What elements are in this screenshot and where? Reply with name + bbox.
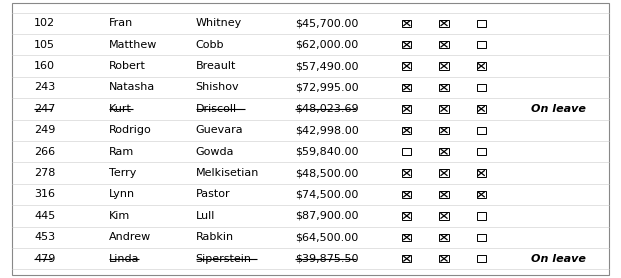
Bar [439,169,449,177]
Bar [476,19,486,27]
Text: Whitney: Whitney [196,18,242,28]
Bar [476,84,486,91]
Bar [476,255,486,262]
Text: Lull: Lull [196,211,215,221]
Text: $45,700.00: $45,700.00 [295,18,358,28]
Text: Fran: Fran [109,18,133,28]
Text: 249: 249 [34,125,55,135]
Text: On leave: On leave [531,254,586,264]
Bar [439,191,449,198]
Text: Guevara: Guevara [196,125,243,135]
Text: On leave: On leave [531,104,586,114]
Bar [402,19,412,27]
Text: 243: 243 [34,83,55,92]
Text: Kim: Kim [109,211,130,221]
Bar [402,169,412,177]
Bar [402,41,412,48]
Bar [439,126,449,134]
Text: 479: 479 [34,254,55,264]
Text: $72,995.00: $72,995.00 [295,83,358,92]
Bar [402,212,412,220]
Text: $48,500.00: $48,500.00 [295,168,358,178]
Text: Andrew: Andrew [109,232,151,242]
Text: Rabkin: Rabkin [196,232,233,242]
Text: Gowda: Gowda [196,147,234,157]
Bar [402,148,412,155]
Text: 160: 160 [34,61,55,71]
Bar [402,234,412,241]
Bar [476,41,486,48]
Bar [439,41,449,48]
Bar [476,234,486,241]
Bar [402,255,412,262]
Text: 102: 102 [34,18,55,28]
Text: Lynn: Lynn [109,190,135,199]
Text: Matthew: Matthew [109,40,157,49]
Bar [476,169,486,177]
Text: $74,500.00: $74,500.00 [295,190,358,199]
Text: Rodrigo: Rodrigo [109,125,152,135]
Bar [439,62,449,70]
Text: 316: 316 [34,190,55,199]
Text: $57,490.00: $57,490.00 [295,61,358,71]
Bar [476,212,486,220]
Text: $87,900.00: $87,900.00 [295,211,358,221]
Bar [402,191,412,198]
Bar [439,105,449,113]
Bar [476,191,486,198]
Text: Linda: Linda [109,254,139,264]
Text: Terry: Terry [109,168,136,178]
Text: 247: 247 [34,104,55,114]
Text: Melkisetian: Melkisetian [196,168,259,178]
Bar [439,255,449,262]
Bar [476,126,486,134]
Bar [439,19,449,27]
Text: $42,998.00: $42,998.00 [295,125,359,135]
Bar [402,126,412,134]
Text: $59,840.00: $59,840.00 [295,147,358,157]
Text: Shishov: Shishov [196,83,239,92]
Text: Ram: Ram [109,147,134,157]
Text: Siperstein: Siperstein [196,254,252,264]
Bar [402,84,412,91]
Text: Driscoll: Driscoll [196,104,237,114]
Text: $48,023.69: $48,023.69 [295,104,358,114]
Bar [402,105,412,113]
Text: Cobb: Cobb [196,40,224,49]
Bar [476,62,486,70]
Text: $62,000.00: $62,000.00 [295,40,358,49]
Text: 105: 105 [34,40,55,49]
Bar [439,84,449,91]
Text: $39,875.50: $39,875.50 [295,254,358,264]
Bar [402,62,412,70]
Text: 445: 445 [34,211,55,221]
Text: 266: 266 [34,147,55,157]
Bar [439,234,449,241]
Text: Robert: Robert [109,61,145,71]
Text: Breault: Breault [196,61,236,71]
Bar [439,148,449,155]
Bar [476,105,486,113]
Text: Natasha: Natasha [109,83,155,92]
Bar [476,148,486,155]
Text: 453: 453 [34,232,55,242]
Text: Kurt: Kurt [109,104,132,114]
Text: Pastor: Pastor [196,190,230,199]
Text: $64,500.00: $64,500.00 [295,232,358,242]
Text: 278: 278 [34,168,55,178]
Bar [439,212,449,220]
